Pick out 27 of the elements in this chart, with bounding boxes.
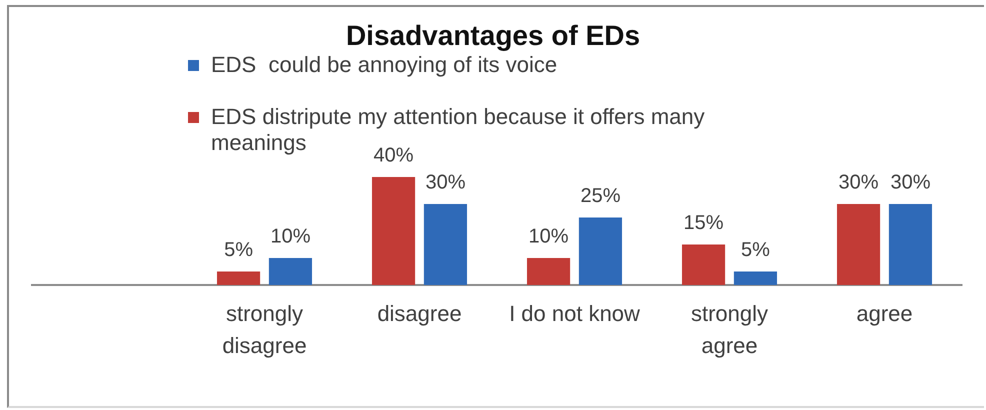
x-tick-label: disagree	[377, 301, 462, 326]
chart-title: Disadvantages of EDs	[344, 20, 642, 52]
bar	[888, 204, 932, 285]
bar	[682, 244, 726, 285]
bar	[424, 204, 468, 285]
data-label: 30%	[425, 172, 466, 194]
data-label: 15%	[684, 212, 724, 234]
data-label: 40%	[374, 144, 414, 167]
data-label: 5%	[224, 239, 254, 262]
data-label: 10%	[270, 226, 311, 248]
legend-label: EDS could be annoying of its voice	[211, 52, 558, 78]
bar	[578, 218, 622, 285]
data-label: 25%	[580, 185, 621, 208]
x-tick-label: strongly disagree	[222, 301, 307, 358]
data-label: 30%	[838, 172, 879, 194]
bar	[216, 272, 260, 285]
data-label: 30%	[890, 172, 931, 194]
x-tick-label: strongly agree	[690, 301, 768, 358]
data-label: 10%	[528, 226, 569, 248]
bar	[372, 177, 416, 285]
x-tick-label: I do not know	[509, 301, 640, 326]
bar	[734, 272, 778, 285]
x-tick-label: agree	[856, 301, 913, 326]
data-label: 5%	[741, 239, 770, 262]
bar	[836, 204, 880, 285]
bar	[526, 258, 570, 285]
bar	[268, 258, 312, 285]
